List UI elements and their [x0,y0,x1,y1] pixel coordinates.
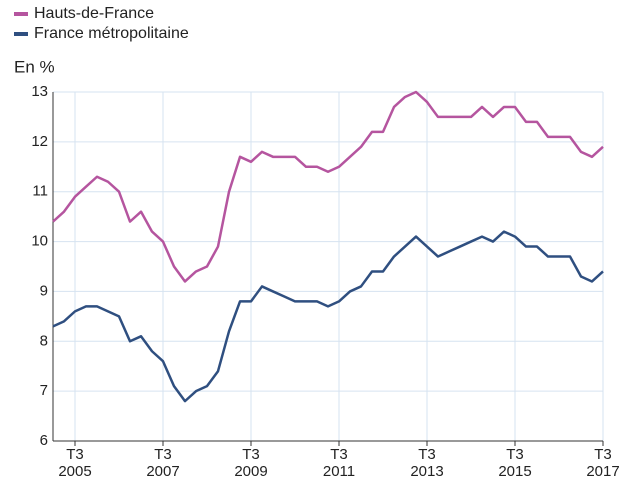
series-line [52,90,604,283]
y-tick-label: 13 [31,83,48,100]
x-tick-label: T3 2007 [146,446,179,480]
x-tick-label: T3 2015 [498,446,531,480]
x-tick-label: T3 2017 [586,446,619,480]
y-axis-label: En % [14,57,55,76]
x-tick-label: T3 2005 [58,446,91,480]
x-tick-label: T3 2013 [410,446,443,480]
y-tick-label: 7 [40,382,48,399]
y-tick-label: 12 [31,133,48,150]
y-tick-label: 9 [40,282,48,299]
y-tick-label: 11 [32,183,48,200]
legend-label: France métropolitaine [34,25,189,42]
y-tick-label: 6 [40,432,48,449]
y-tick-label: 8 [40,332,48,349]
x-tick-label: T3 2011 [323,446,355,480]
x-tick-label: T3 2009 [234,446,267,480]
legend-label: Hauts-de-France [34,5,154,22]
y-tick-label: 10 [31,233,48,250]
series-line [52,230,604,403]
